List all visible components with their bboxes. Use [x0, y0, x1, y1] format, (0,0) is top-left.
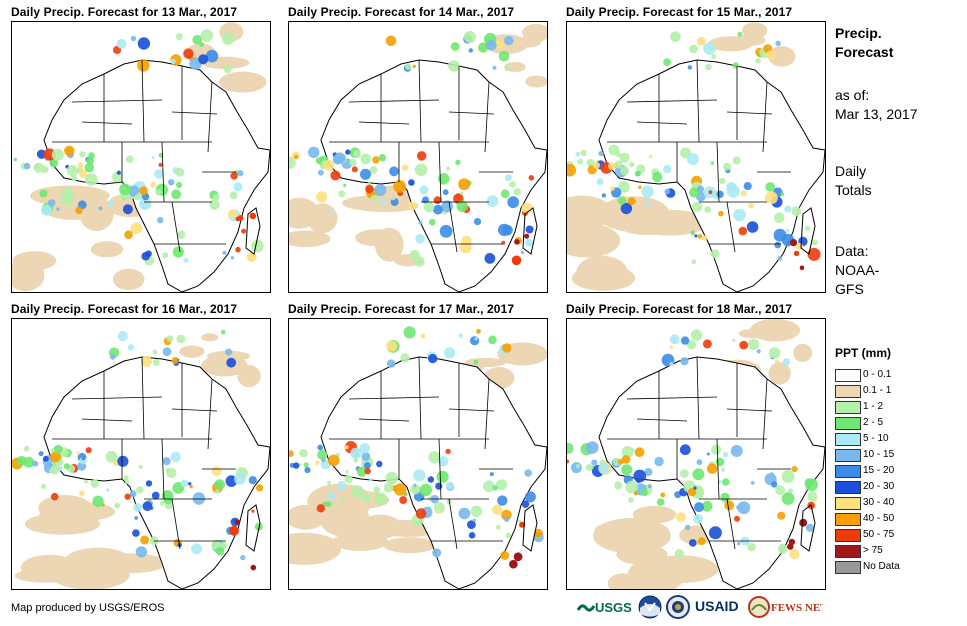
- legend-swatch: [835, 513, 861, 526]
- legend-swatch: [835, 465, 861, 478]
- sidebar-asof: as of: Mar 13, 2017: [835, 86, 918, 124]
- legend-swatch: [835, 481, 861, 494]
- legend-swatch: [835, 449, 861, 462]
- madagascar: [522, 504, 538, 552]
- asof-label: as of:: [835, 87, 870, 103]
- dry-patches: [567, 22, 796, 291]
- legend-label: 0.1 - 1: [863, 385, 892, 396]
- precip-map: [11, 21, 271, 293]
- precip-map: [566, 318, 826, 590]
- precip-map: [288, 21, 548, 293]
- country-borders: [329, 356, 513, 550]
- usaid-logo: USAID: [695, 598, 739, 614]
- country-borders: [607, 59, 791, 253]
- africa-landmass: [598, 59, 825, 292]
- legend-swatch: [835, 561, 861, 574]
- legend-label: 30 - 40: [863, 497, 895, 508]
- legend-label: 0 - 0.1: [863, 369, 892, 380]
- legend-label: 2 - 5: [863, 417, 884, 428]
- panel-title: Daily Precip. Forecast for 14 Mar., 2017: [288, 5, 515, 19]
- legend-label: 50 - 75: [863, 529, 895, 540]
- usgs-logo: USGS: [577, 600, 632, 615]
- madagascar: [245, 504, 261, 552]
- precip-blotches: [289, 326, 544, 569]
- madagascar: [800, 207, 816, 255]
- data-line: NOAA-: [835, 262, 880, 278]
- usgs-wave-icon: [577, 604, 596, 612]
- dry-patches: [593, 319, 813, 589]
- precip-map: [11, 318, 271, 590]
- legend-label: No Data: [863, 561, 900, 572]
- legend-swatch: [835, 401, 861, 414]
- legend-label: > 75: [863, 545, 883, 556]
- legend-swatch: [835, 369, 861, 382]
- legend-swatch: [835, 529, 861, 542]
- legend-label: 5 - 10: [863, 433, 889, 444]
- fewsnet-logo: FEWS NET: [748, 596, 823, 618]
- footer-credit: Map produced by USGS/EROS: [11, 602, 165, 614]
- usgs-logo-text: USGS: [595, 600, 632, 615]
- legend-label: 20 - 30: [863, 481, 895, 492]
- precip-blotches: [12, 329, 264, 571]
- fewsnet-logo-text: FEWS NET: [771, 602, 823, 614]
- country-borders: [607, 356, 791, 550]
- precip-map: [288, 318, 548, 590]
- panel-title: Daily Precip. Forecast for 13 Mar., 2017: [11, 5, 238, 19]
- data-line: GFS: [835, 281, 864, 297]
- country-borders: [52, 59, 236, 253]
- panel-title: Daily Precip. Forecast for 16 Mar., 2017: [11, 302, 238, 316]
- precip-blotches: [289, 30, 535, 267]
- legend-label: 40 - 50: [863, 513, 895, 524]
- totals-line: Daily: [835, 163, 867, 179]
- title-line: Precip.: [835, 25, 882, 41]
- legend-swatch: [835, 497, 861, 510]
- precip-blotches: [567, 31, 821, 271]
- legend-swatch: [835, 433, 861, 446]
- panel-title: Daily Precip. Forecast for 18 Mar., 2017: [566, 302, 793, 316]
- sidebar-data-source: Data: NOAA- GFS: [835, 242, 879, 299]
- madagascar: [522, 207, 538, 255]
- panel-title: Daily Precip. Forecast for 17 Mar., 2017: [288, 302, 515, 316]
- legend-swatch: [835, 385, 861, 398]
- dry-patches: [14, 333, 261, 589]
- precip-map: [566, 21, 826, 293]
- data-line: Data:: [835, 243, 869, 259]
- asof-date: Mar 13, 2017: [835, 106, 918, 122]
- legend-label: 10 - 15: [863, 449, 895, 460]
- title-line: Forecast: [835, 44, 894, 60]
- legend-swatch: [835, 545, 861, 558]
- legend-swatch: [835, 417, 861, 430]
- dos-seal-logo: [666, 595, 690, 619]
- legend-label: 15 - 20: [863, 465, 895, 476]
- totals-line: Totals: [835, 182, 872, 198]
- panel-title: Daily Precip. Forecast for 15 Mar., 2017: [566, 5, 793, 19]
- africa-landmass: [320, 59, 547, 292]
- country-borders: [52, 356, 236, 550]
- dry-patches: [12, 22, 267, 292]
- legend-label: 1 - 2: [863, 401, 884, 412]
- africa-landmass: [43, 356, 270, 589]
- madagascar: [245, 207, 261, 255]
- madagascar: [800, 504, 816, 552]
- precip-blotches: [567, 329, 818, 560]
- usaid-logo-text: USAID: [695, 598, 739, 614]
- country-borders: [329, 59, 513, 253]
- legend-title: PPT (mm): [835, 346, 892, 360]
- sidebar-title: Precip. Forecast: [835, 24, 893, 62]
- sidebar-totals: Daily Totals: [835, 162, 872, 200]
- noaa-logo: [638, 595, 662, 619]
